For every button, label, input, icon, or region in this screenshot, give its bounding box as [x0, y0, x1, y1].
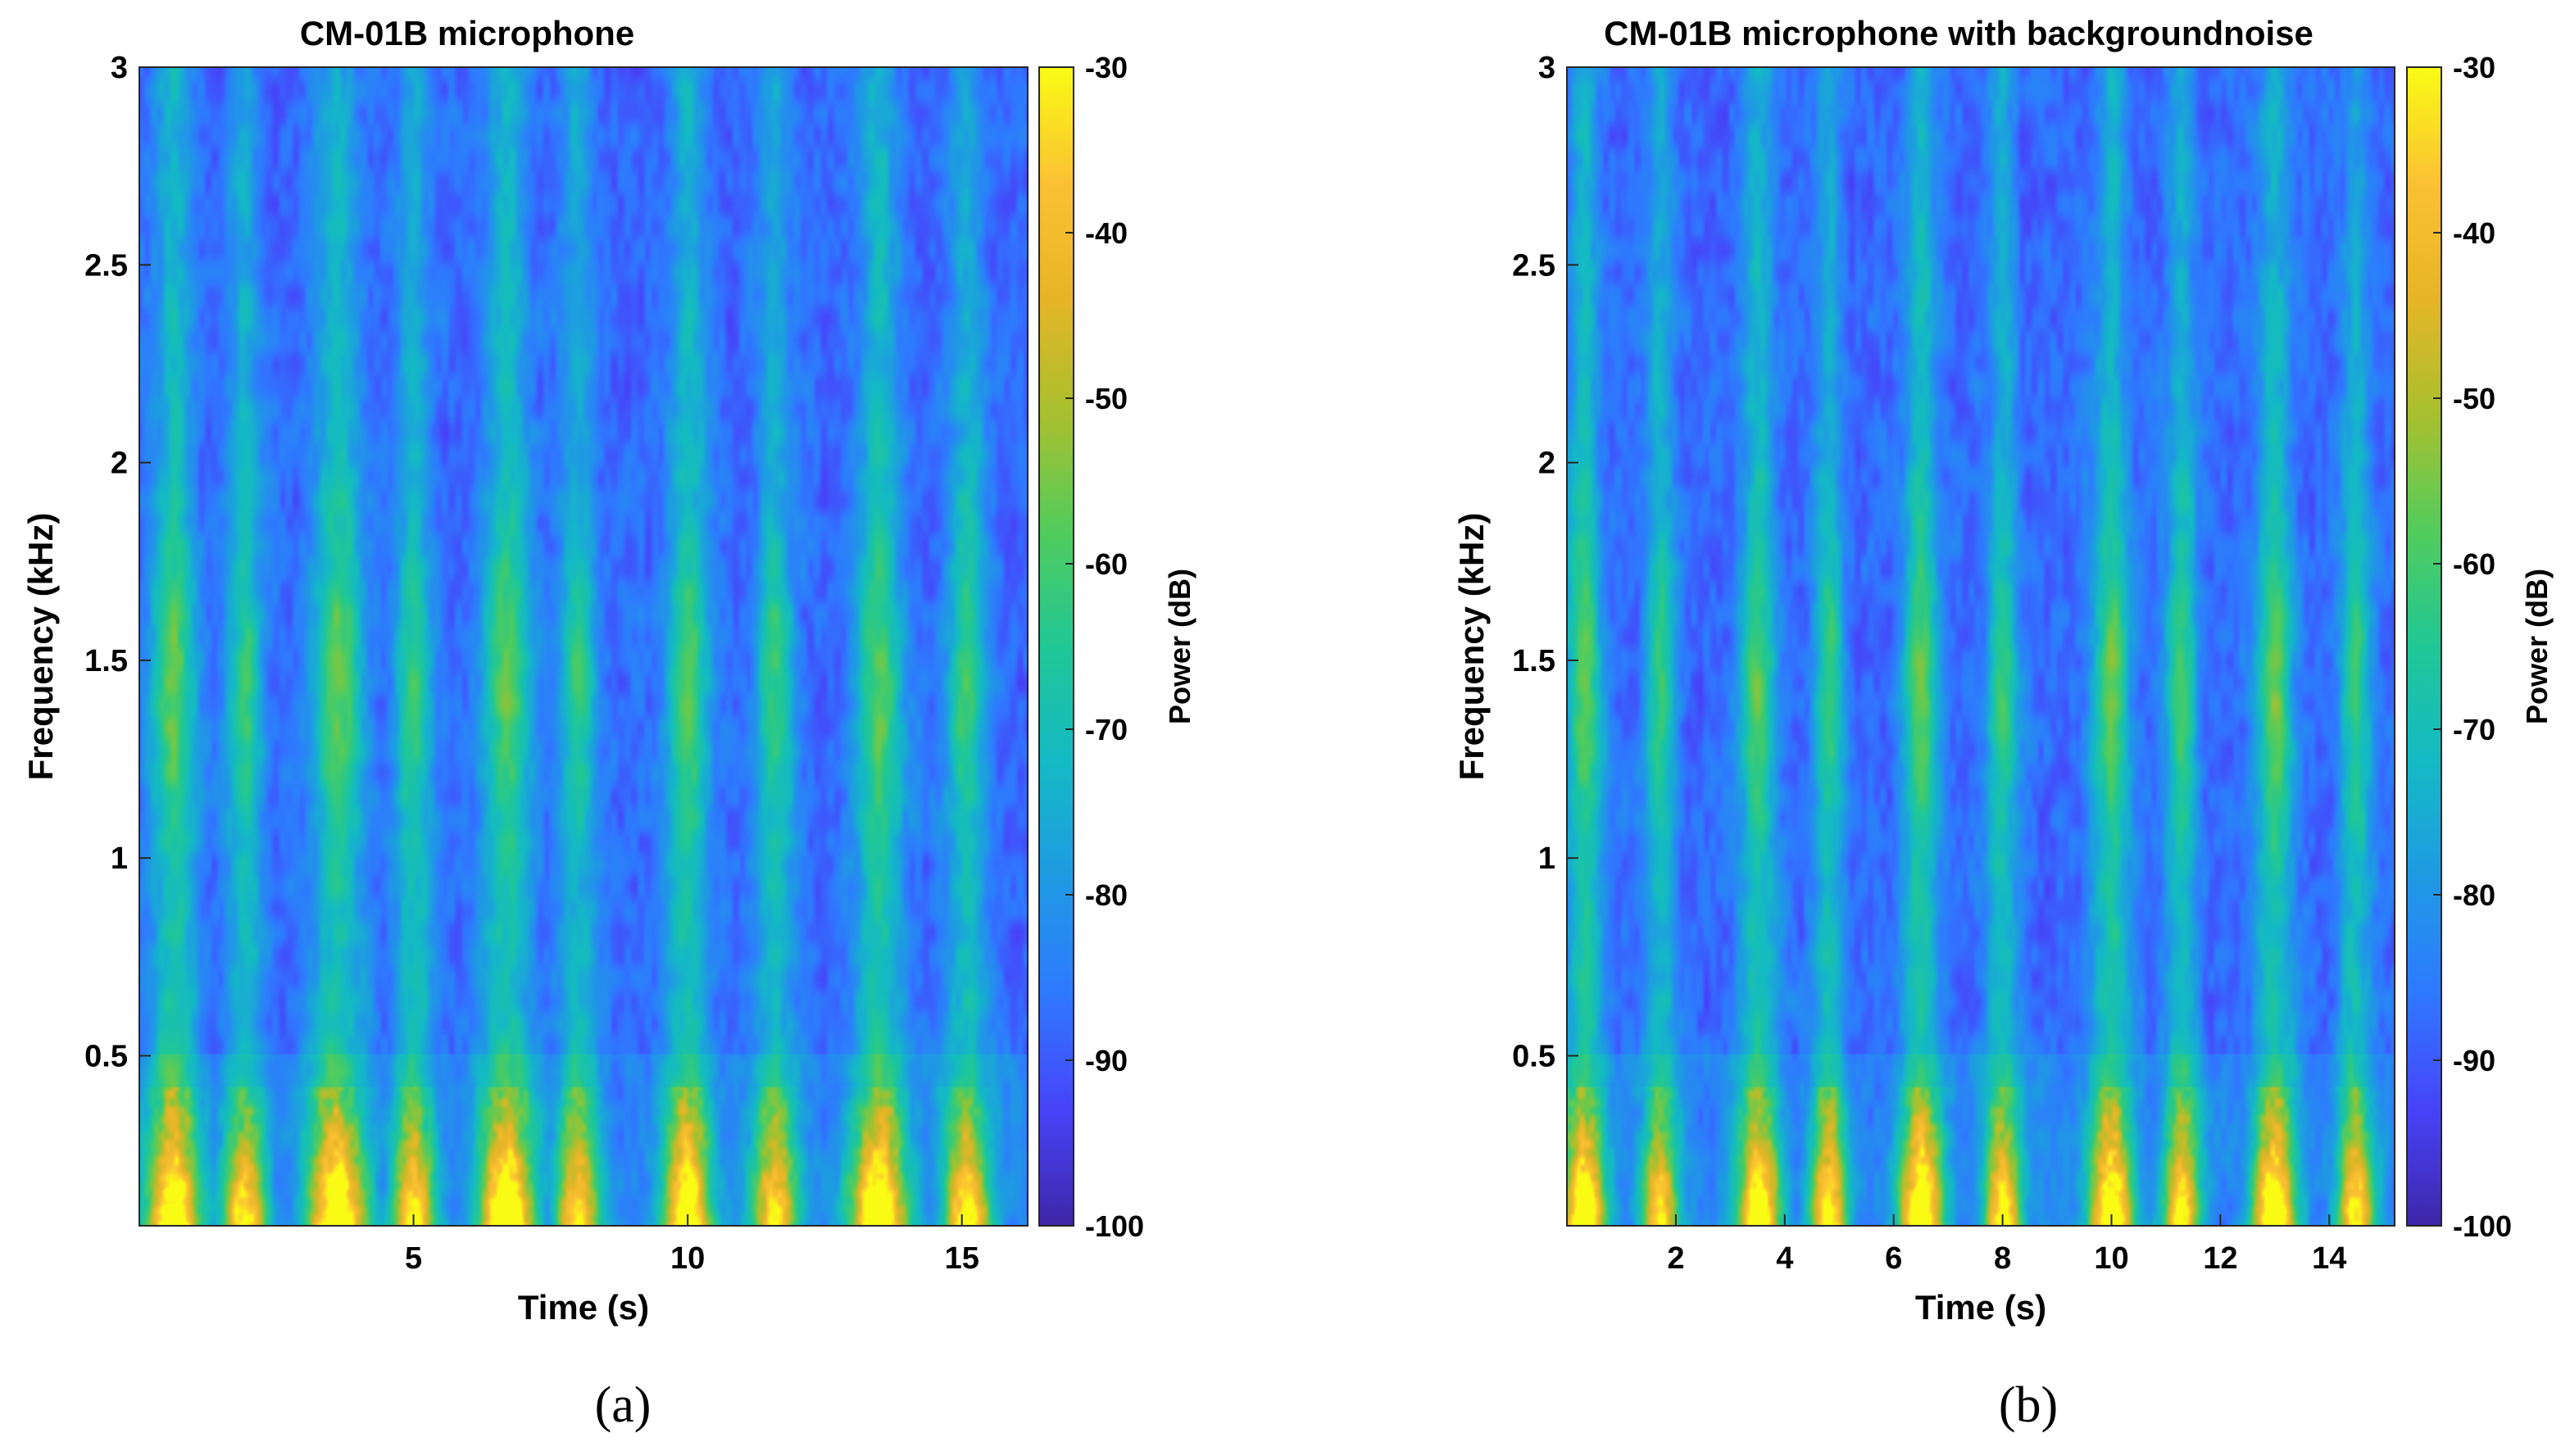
y-axis-label-b: Frequency (kHz): [1452, 513, 1491, 781]
x-tick-label: 10: [670, 1241, 705, 1276]
x-axis-ticks-b: 2 4 6 8 10 12 14: [1667, 1214, 2346, 1276]
colorbar-tick-label: -100: [2453, 1209, 2512, 1243]
y-tick-label: 3: [111, 51, 128, 85]
colorbar-tick-label: -70: [1085, 713, 1128, 746]
colorbar-tick-label: -40: [2453, 216, 2495, 250]
panel-label-b: (b): [1999, 1377, 2058, 1433]
colorbar-tick-label: -40: [1085, 216, 1128, 250]
y-tick-label: 0.5: [1512, 1039, 1555, 1073]
colorbar-tick-label: -90: [1085, 1044, 1128, 1077]
colorbar-tick-label: -50: [2453, 382, 2495, 415]
x-tick-label: 5: [405, 1241, 422, 1276]
colorbar-tick-label: -60: [2453, 547, 2495, 581]
colorbar-label-b: Power (dB): [2520, 569, 2554, 724]
colorbar-label-a: Power (dB): [1163, 569, 1196, 724]
x-tick-label: 6: [1885, 1241, 1902, 1276]
colorbar-frame-b: [2406, 66, 2442, 1227]
y-tick-label: 2: [111, 447, 128, 481]
colorbar-tick-label: -80: [1085, 878, 1128, 912]
y-axis-ticks-b: 0.5 1 1.5 2 2.5 3: [1512, 51, 1578, 1073]
y-tick-label: 1.5: [1512, 644, 1555, 678]
spectrogram-panel-b: CM-01B microphone with backgroundnoise 2…: [1452, 14, 2554, 1433]
spectrogram-panel-a: CM-01B microphone 5 10 15 0.5 1 1.5 2 2.5 3 Tim…: [21, 14, 1196, 1433]
x-tick-label: 8: [1994, 1241, 2011, 1276]
colorbar-b: [2407, 67, 2441, 1226]
y-tick-label: 2.5: [84, 248, 128, 283]
chart-title-b: CM-01B microphone with backgroundnoise: [1604, 14, 2314, 52]
plot-frame-a: [138, 66, 1028, 1227]
x-axis-ticks-a: 5 10 15: [405, 1214, 979, 1276]
chart-title-a: CM-01B microphone: [300, 14, 634, 52]
x-axis-label-a: Time (s): [518, 1288, 649, 1327]
y-tick-label: 0.5: [84, 1039, 128, 1073]
colorbar-ticks-a: -30 -40 -50 -60 -70 -80 -90 -100: [1065, 51, 1144, 1243]
spectrogram-plot-b: [1567, 67, 2395, 1226]
plot-frame-b: [1566, 66, 2395, 1227]
colorbar-tick-label: -70: [2453, 713, 2495, 746]
colorbar-tick-label: -30: [2453, 51, 2495, 84]
colorbar-a: [1039, 67, 1074, 1226]
colorbar-tick-label: -90: [2453, 1044, 2495, 1077]
colorbar-frame-a: [1038, 66, 1074, 1227]
y-tick-label: 1: [111, 841, 128, 876]
y-axis-label-a: Frequency (kHz): [21, 513, 60, 781]
x-tick-label: 10: [2094, 1241, 2128, 1276]
colorbar-tick-label: -60: [1085, 547, 1128, 581]
x-tick-label: 14: [2312, 1241, 2346, 1276]
x-tick-label: 12: [2203, 1241, 2237, 1276]
colorbar-tick-label: -100: [1085, 1209, 1144, 1243]
panel-label-a: (a): [595, 1377, 652, 1433]
y-tick-label: 2.5: [1512, 248, 1555, 283]
colorbar-tick-label: -50: [1085, 382, 1128, 415]
y-axis-ticks-a: 0.5 1 1.5 2 2.5 3: [84, 51, 151, 1073]
y-tick-label: 3: [1538, 51, 1555, 85]
colorbar-tick-label: -80: [2453, 878, 2495, 912]
colorbar-tick-label: -30: [1085, 51, 1128, 84]
y-tick-label: 1.5: [84, 644, 128, 678]
x-axis-label-b: Time (s): [1915, 1288, 2046, 1327]
x-tick-label: 4: [1776, 1241, 1793, 1276]
colorbar-ticks-b: -30 -40 -50 -60 -70 -80 -90 -100: [2433, 51, 2512, 1243]
x-tick-label: 2: [1667, 1241, 1684, 1276]
y-tick-label: 1: [1538, 841, 1555, 876]
y-tick-label: 2: [1538, 447, 1555, 481]
x-tick-label: 15: [945, 1241, 979, 1276]
spectrogram-plot-a: [139, 67, 1028, 1226]
